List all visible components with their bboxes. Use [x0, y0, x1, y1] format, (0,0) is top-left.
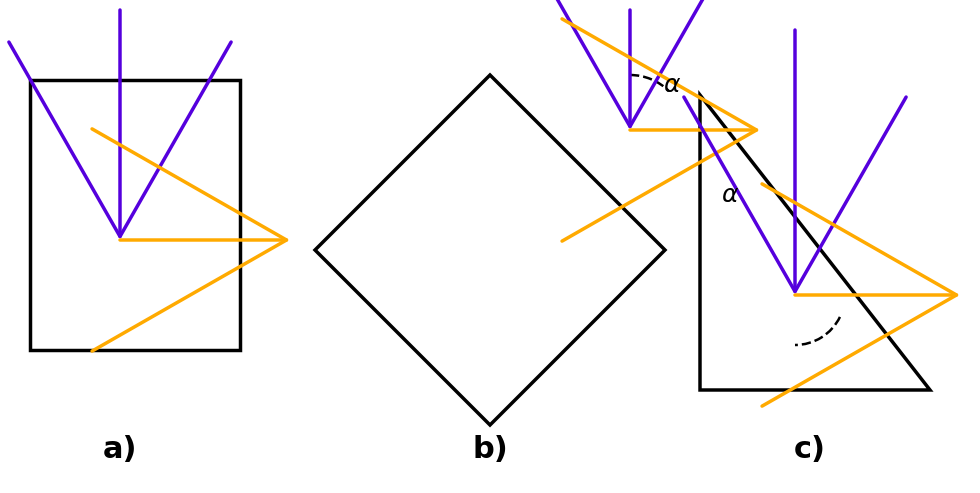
Text: a): a) [103, 435, 137, 464]
Text: c): c) [794, 435, 826, 464]
Text: b): b) [472, 435, 508, 464]
Text: $\alpha$: $\alpha$ [662, 73, 681, 97]
Text: $\alpha$: $\alpha$ [721, 183, 739, 207]
